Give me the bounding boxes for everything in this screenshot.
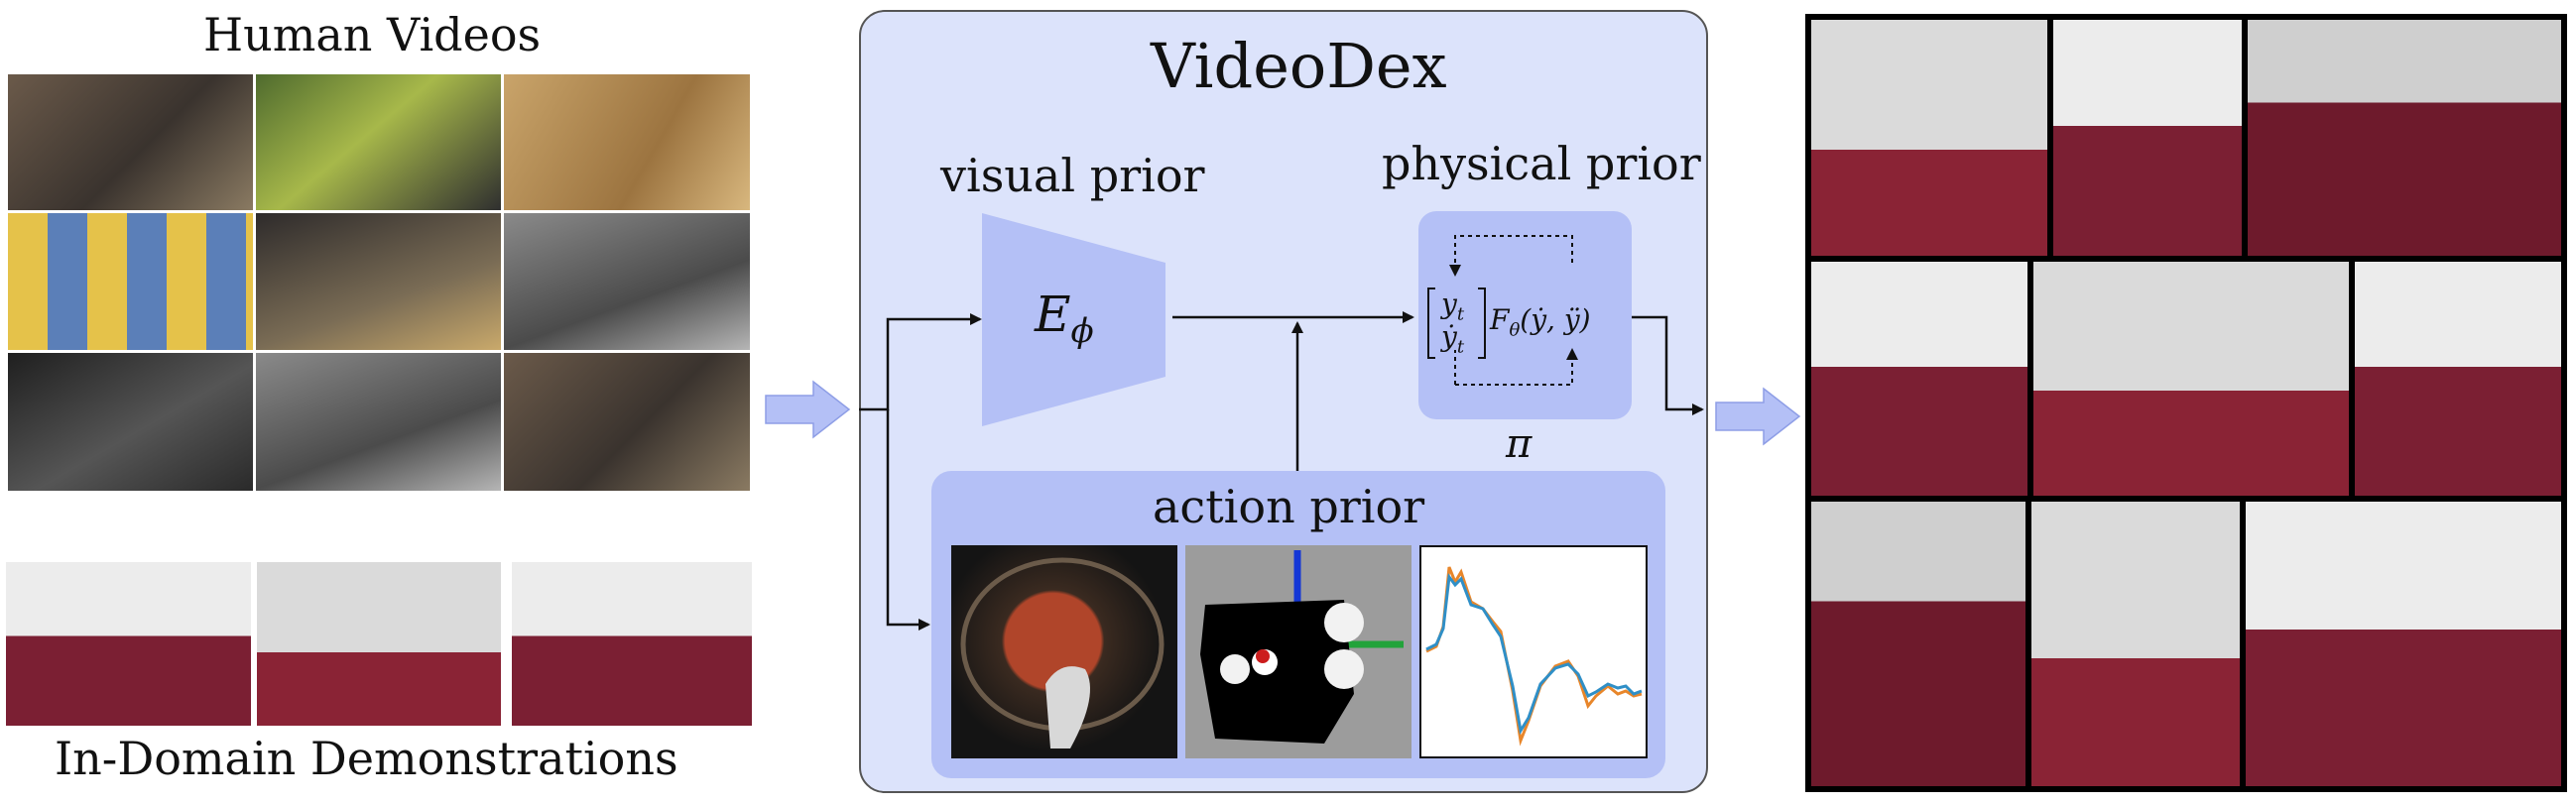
robot-result-frame xyxy=(2248,20,2561,256)
human-videos-title: Human Videos xyxy=(203,8,542,61)
physical-prior-label: physical prior xyxy=(1382,137,1701,190)
human-video-frame xyxy=(256,74,501,210)
predicted-trajectory-line xyxy=(1425,566,1643,747)
state-vector-top: yt xyxy=(1441,288,1465,325)
demo-frame xyxy=(257,562,501,726)
state-vector-bottom: ẏt xyxy=(1441,320,1465,358)
human-video-frame xyxy=(256,213,501,350)
encoder-symbol: Eϕ xyxy=(1035,286,1094,351)
hand-pose-frame xyxy=(951,545,1177,758)
policy-symbol: π xyxy=(1506,421,1533,467)
robot-result-frame xyxy=(2053,20,2242,256)
human-video-frame xyxy=(504,74,750,210)
hand-silhouette-icon xyxy=(960,557,1165,748)
human-video-frame xyxy=(504,353,750,491)
robot-result-frame xyxy=(1811,502,2025,786)
human-video-frame xyxy=(8,353,253,491)
demos-strip xyxy=(6,562,752,726)
robot-result-frame xyxy=(1811,262,2027,496)
robot-result-frame xyxy=(2246,502,2561,786)
output-block-arrow xyxy=(1715,387,1801,446)
demos-title: In-Domain Demonstrations xyxy=(55,732,678,785)
videodex-title: VideoDex xyxy=(1151,30,1447,102)
robot-result-frame xyxy=(2355,262,2561,496)
reference-trajectory-line xyxy=(1425,573,1643,736)
action-trajectory-plot xyxy=(1419,545,1648,758)
physical-prior-block xyxy=(1418,211,1632,419)
demo-frame xyxy=(512,562,752,726)
robot-result-frame xyxy=(2033,262,2349,496)
robot-hand-render-icon xyxy=(1200,550,1404,744)
human-videos-grid xyxy=(8,74,750,491)
demo-frame xyxy=(6,562,251,726)
dynamics-function: Fθ(ẏ, ÿ) xyxy=(1490,303,1591,341)
robot-results-tiles xyxy=(1811,20,2561,786)
visual-prior-label: visual prior xyxy=(940,149,1205,202)
action-prior-label: action prior xyxy=(1153,480,1425,533)
hand-retarget-render xyxy=(1185,545,1411,758)
human-video-frame xyxy=(8,213,253,350)
robot-result-frame xyxy=(2031,502,2240,786)
visual-encoder-block xyxy=(982,213,1165,426)
human-video-frame xyxy=(256,353,501,491)
human-video-frame xyxy=(8,74,253,210)
human-video-frame xyxy=(504,213,750,350)
robot-result-frame xyxy=(1811,20,2047,256)
physical-prior-feedback-loop xyxy=(1427,235,1578,386)
input-block-arrow xyxy=(765,380,851,439)
